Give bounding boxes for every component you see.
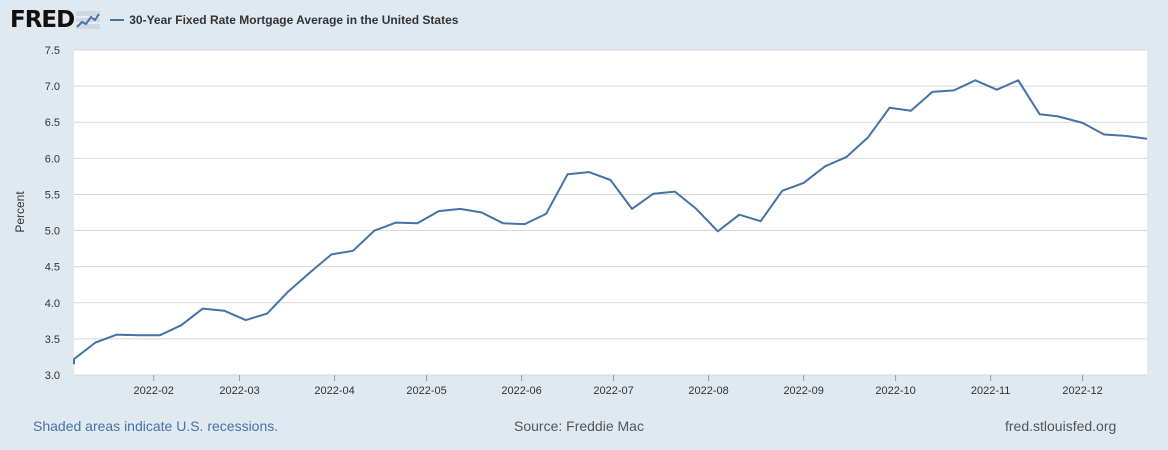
y-tick-label: 3.0 bbox=[45, 370, 60, 382]
x-tick-label: 2022-03 bbox=[219, 385, 259, 397]
x-tick-label: 2022-08 bbox=[688, 385, 728, 397]
chart-footer: Shaded areas indicate U.S. recessions. S… bbox=[0, 418, 1168, 436]
y-tick-label: 4.5 bbox=[45, 262, 60, 274]
x-tick-label: 2022-05 bbox=[406, 385, 446, 397]
y-tick-label: 6.0 bbox=[45, 153, 60, 165]
x-tick-label: 2022-12 bbox=[1062, 385, 1102, 397]
legend-swatch bbox=[110, 19, 125, 21]
x-tick-label: 2022-06 bbox=[501, 385, 541, 397]
recession-note-link[interactable]: Shaded areas indicate U.S. recessions. bbox=[33, 418, 279, 434]
series-line[interactable] bbox=[73, 79, 1148, 365]
x-tick-label: 2022-09 bbox=[783, 385, 823, 397]
x-tick-label: 2022-02 bbox=[134, 385, 174, 397]
y-tick-label: 6.5 bbox=[45, 117, 60, 129]
fred-logo[interactable]: FRED bbox=[10, 7, 101, 33]
source-text: Source: Freddie Mac bbox=[514, 418, 644, 434]
chart-legend[interactable]: 30-Year Fixed Rate Mortgage Average in t… bbox=[110, 13, 458, 27]
y-tick-label: 3.5 bbox=[45, 334, 60, 346]
logo-graph-icon bbox=[76, 11, 101, 29]
x-tick-label: 2022-11 bbox=[971, 385, 1011, 397]
y-tick-label: 7.0 bbox=[45, 81, 60, 93]
x-tick-label: 2022-10 bbox=[875, 385, 915, 397]
x-tick-label: 2022-04 bbox=[314, 385, 354, 397]
site-link[interactable]: fred.stlouisfed.org bbox=[1005, 418, 1117, 434]
y-tick-label: 4.0 bbox=[45, 298, 60, 310]
y-tick-label: 7.5 bbox=[45, 45, 60, 57]
y-tick-label: 5.0 bbox=[45, 226, 60, 238]
logo-text: FRED bbox=[10, 7, 75, 33]
x-tick-label: 2022-07 bbox=[593, 385, 633, 397]
line-chart[interactable]: Percent 3.0 3.5 4.0 4.5 5.0 5.5 6.0 6.5 7.0 7.5 20… bbox=[0, 38, 1168, 410]
legend-label: 30-Year Fixed Rate Mortgage Average in t… bbox=[129, 13, 459, 27]
y-tick-label: 5.5 bbox=[45, 189, 60, 201]
y-axis-label: Percent bbox=[13, 191, 27, 233]
plot-area bbox=[74, 50, 1147, 375]
chart-header: FRED 30-Year Fixed Rate Mortgage Average… bbox=[10, 6, 458, 34]
